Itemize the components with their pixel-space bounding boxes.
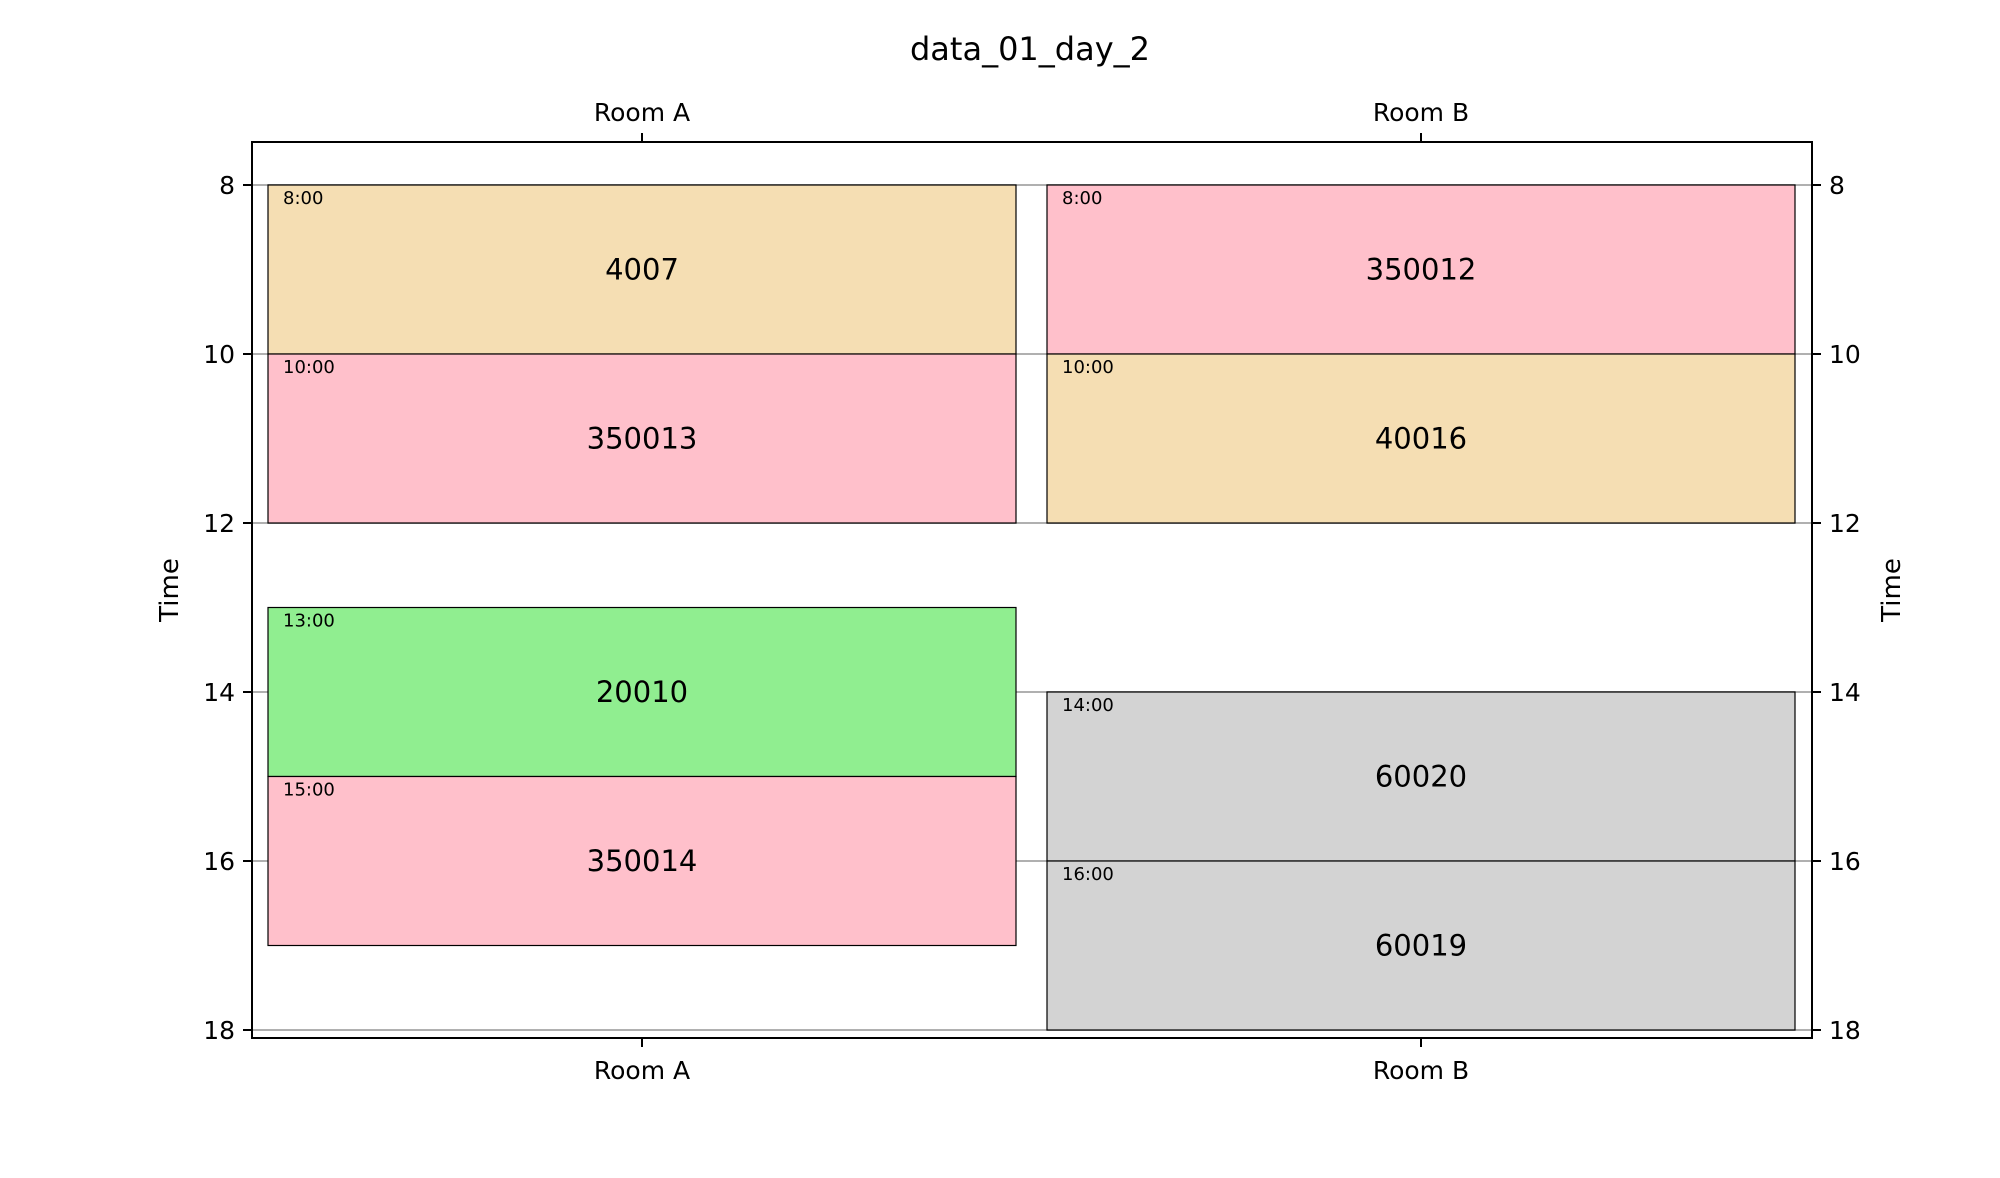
chart-title: data_01_day_2 (910, 30, 1150, 68)
event-bar (267, 606, 1017, 778)
y-tick-label-left: 10 (203, 340, 235, 369)
event-block: 60019 16:00 (1046, 860, 1796, 1031)
event-block: 4007 8:00 (267, 184, 1017, 355)
event-bar (1046, 184, 1796, 355)
event-block: 40016 10:00 (1046, 353, 1796, 524)
event-block: 60020 14:00 (1046, 691, 1796, 862)
event-block: 350012 8:00 (1046, 184, 1796, 355)
y-tick-label-left: 16 (203, 847, 235, 876)
event-start-time: 10:00 (283, 357, 335, 378)
event-bar (267, 775, 1017, 947)
event-bar (267, 184, 1017, 355)
y-tick-label-right: 16 (1829, 847, 1861, 876)
event-label: 20010 (596, 675, 688, 709)
room-label-bottom: Room B (1373, 1056, 1469, 1085)
y-axis-label-right: Time (1877, 558, 1907, 623)
y-tick-label-left: 8 (219, 171, 235, 200)
event-bar (1046, 353, 1796, 524)
event-bar (267, 353, 1017, 524)
event-start-time: 16:00 (1062, 864, 1114, 885)
y-tick-label-right: 10 (1829, 340, 1861, 369)
event-start-time: 10:00 (1062, 357, 1114, 378)
plot-frame (251, 141, 1813, 1039)
event-block: 350014 15:00 (267, 775, 1017, 947)
y-tick-label-right: 8 (1829, 171, 1845, 200)
event-block: 20010 13:00 (267, 606, 1017, 778)
event-label: 4007 (605, 253, 679, 287)
event-label: 350012 (1366, 253, 1477, 287)
event-label: 350013 (587, 422, 698, 456)
event-start-time: 8:00 (283, 188, 323, 209)
event-block: 350013 10:00 (267, 353, 1017, 524)
event-start-time: 13:00 (283, 611, 335, 632)
y-tick-label-left: 18 (203, 1016, 235, 1045)
event-label: 60020 (1375, 760, 1467, 794)
room-label-bottom: Room A (594, 1056, 690, 1085)
event-start-time: 15:00 (283, 780, 335, 801)
event-start-time: 14:00 (1062, 695, 1114, 716)
event-label: 350014 (587, 844, 698, 878)
event-bar (1046, 860, 1796, 1031)
event-label: 40016 (1375, 422, 1467, 456)
events: 4007 8:00 350013 10:00 20010 13:00 350014 15:00… (267, 184, 1796, 1031)
room-label-top: Room A (594, 98, 690, 127)
event-start-time: 8:00 (1062, 188, 1102, 209)
y-axis-label-left: Time (155, 558, 185, 623)
event-label: 60019 (1375, 929, 1467, 963)
y-tick-label-left: 12 (203, 509, 235, 538)
room-label-top: Room B (1373, 98, 1469, 127)
y-tick-label-left: 14 (203, 678, 235, 707)
axes: 8 8 10 10 12 12 14 14 16 16 18 18 Room A Room A Room B… (203, 98, 1861, 1085)
y-tick-label-right: 14 (1829, 678, 1861, 707)
y-tick-label-right: 12 (1829, 509, 1861, 538)
y-tick-label-right: 18 (1829, 1016, 1861, 1045)
event-bar (1046, 691, 1796, 862)
